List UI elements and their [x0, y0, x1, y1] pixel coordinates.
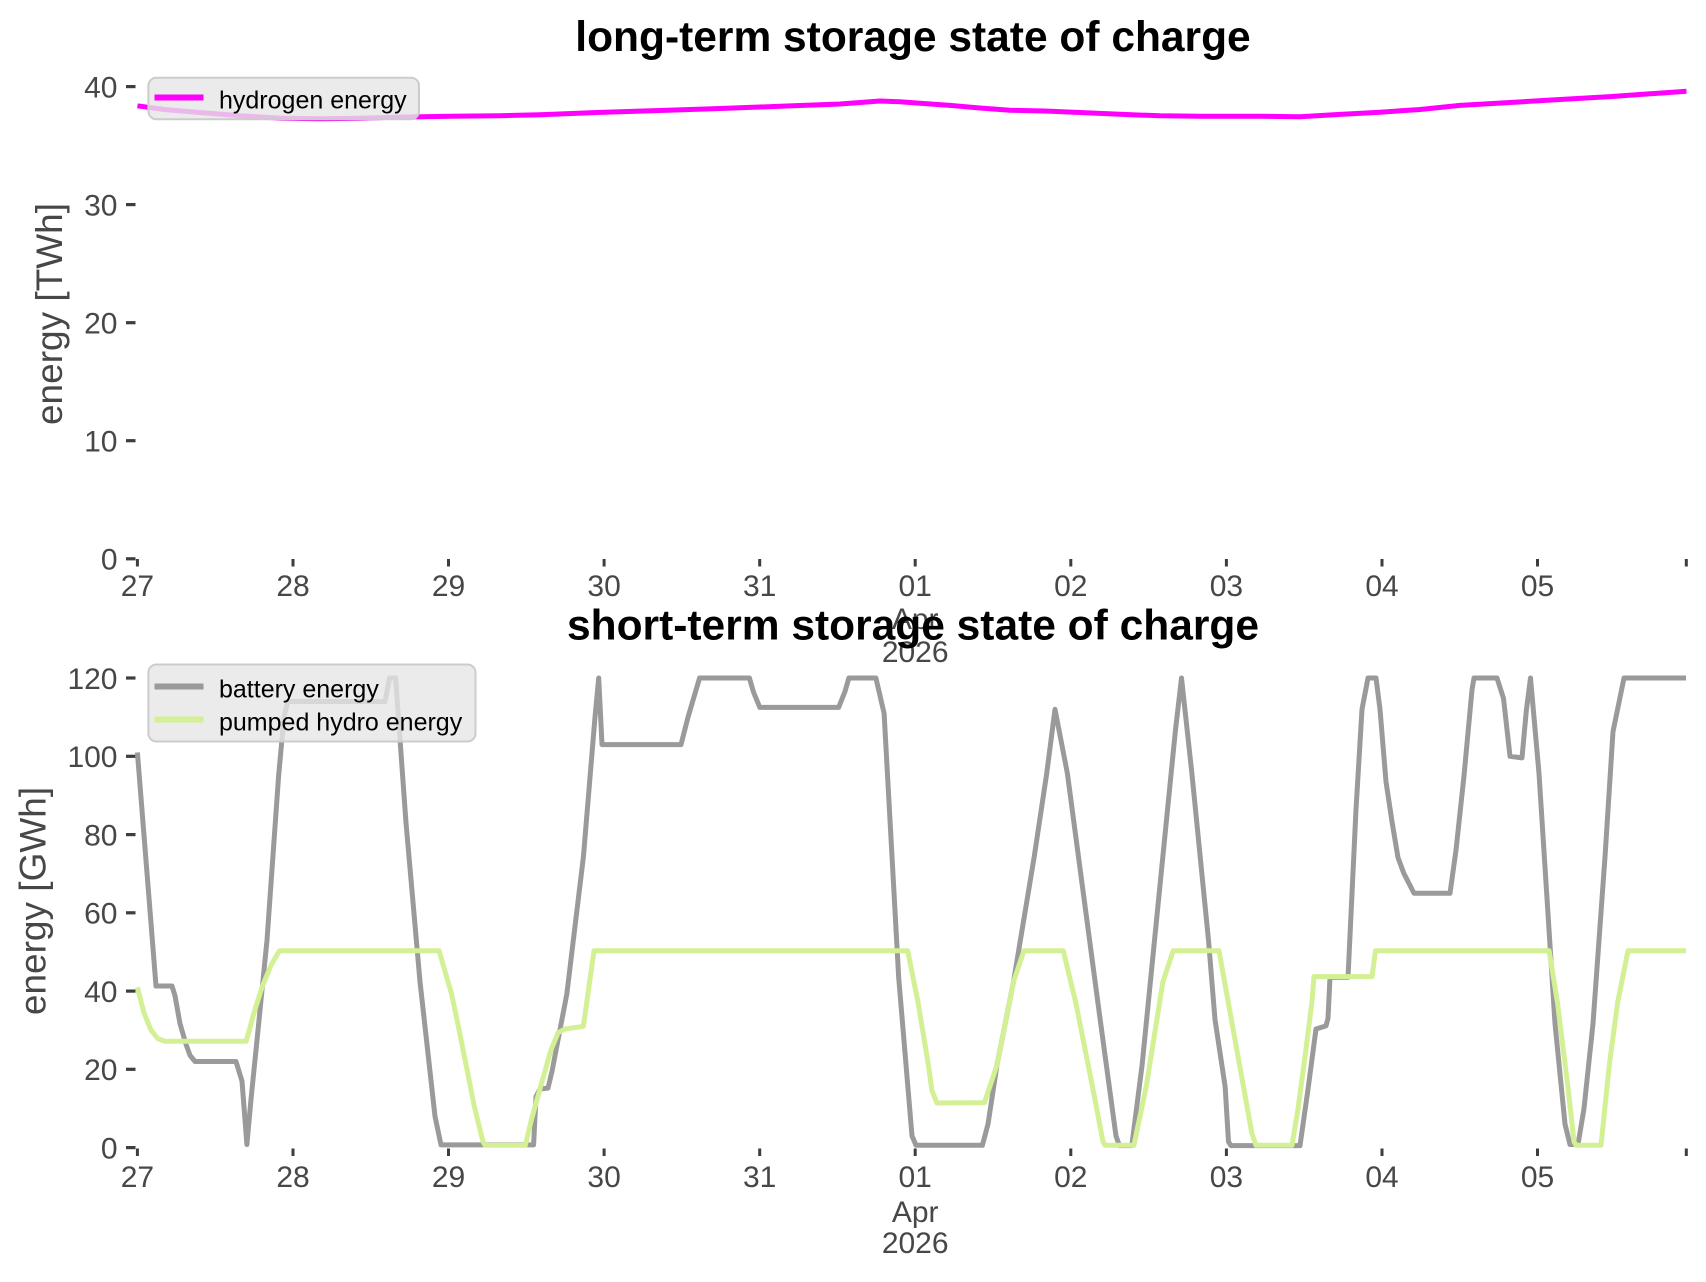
svg-text:40: 40 [84, 71, 117, 104]
svg-text:29: 29 [432, 570, 465, 603]
svg-text:30: 30 [84, 189, 117, 222]
svg-text:30: 30 [587, 570, 620, 603]
svg-text:battery energy: battery energy [219, 676, 379, 704]
svg-text:31: 31 [743, 570, 776, 603]
svg-text:energy [GWh]: energy [GWh] [13, 787, 54, 1015]
svg-text:30: 30 [587, 1161, 620, 1194]
svg-text:04: 04 [1365, 1161, 1398, 1194]
svg-text:02: 02 [1054, 570, 1087, 603]
svg-text:40: 40 [84, 976, 117, 1009]
svg-text:28: 28 [276, 1161, 309, 1194]
svg-text:05: 05 [1521, 570, 1554, 603]
svg-text:Apr: Apr [892, 1196, 939, 1229]
svg-text:28: 28 [276, 570, 309, 603]
svg-text:hydrogen energy: hydrogen energy [219, 87, 407, 115]
svg-text:short-term storage state of ch: short-term storage state of charge [567, 603, 1259, 650]
svg-text:03: 03 [1210, 570, 1243, 603]
svg-text:05: 05 [1521, 1161, 1554, 1194]
svg-text:long-term storage state of cha: long-term storage state of charge [575, 14, 1250, 61]
svg-text:100: 100 [67, 741, 117, 774]
svg-text:0: 0 [101, 544, 118, 577]
svg-text:120: 120 [67, 663, 117, 696]
svg-text:energy [TWh]: energy [TWh] [29, 203, 70, 425]
svg-text:02: 02 [1054, 1161, 1087, 1194]
svg-text:2026: 2026 [882, 636, 949, 669]
svg-text:04: 04 [1365, 570, 1398, 603]
svg-text:20: 20 [84, 1054, 117, 1087]
svg-text:01: 01 [899, 1161, 932, 1194]
svg-text:2026: 2026 [882, 1227, 949, 1260]
svg-text:27: 27 [121, 570, 154, 603]
svg-text:80: 80 [84, 819, 117, 852]
svg-text:29: 29 [432, 1161, 465, 1194]
svg-text:31: 31 [743, 1161, 776, 1194]
svg-text:03: 03 [1210, 1161, 1243, 1194]
svg-text:20: 20 [84, 308, 117, 341]
svg-text:0: 0 [101, 1132, 118, 1165]
svg-text:10: 10 [84, 426, 117, 459]
svg-text:60: 60 [84, 898, 117, 931]
svg-text:Apr: Apr [892, 603, 939, 636]
svg-text:01: 01 [899, 570, 932, 603]
svg-text:pumped hydro energy: pumped hydro energy [219, 709, 463, 737]
svg-text:27: 27 [121, 1161, 154, 1194]
